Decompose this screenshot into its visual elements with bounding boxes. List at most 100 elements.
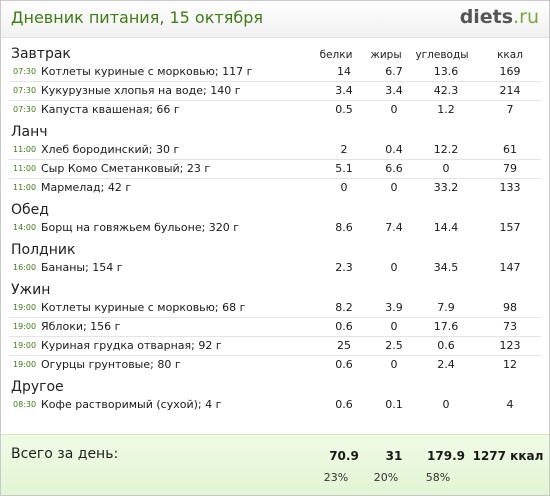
food-carbs: 7.9 [437,301,455,314]
total-kcal: 1277 ккал [472,449,544,463]
food-row[interactable]: 07:30 Капуста квашеная; 66 г 0.5 0 1.2 7 [9,101,541,119]
site-logo[interactable]: diets.ru [460,6,539,28]
food-row[interactable]: 11:00 Сыр Комо Сметанковый; 23 г 5.1 6.6 0 79 [9,160,541,179]
meal-time: 11:00 [13,164,37,173]
food-carbs: 0 [442,162,450,175]
food-fat: 0 [390,103,398,116]
food-name: Яблоки; 156 г [41,320,121,333]
food-protein: 2.3 [335,261,353,274]
food-protein: 0.5 [335,103,353,116]
meal-time: 11:00 [13,183,37,192]
food-name: Хлеб бородинский; 30 г [41,143,180,156]
food-kcal: 4 [506,398,514,411]
food-row[interactable]: 08:30 Кофе растворимый (сухой); 4 г 0.6 0.1… [9,396,541,414]
food-fat: 7.4 [385,221,403,234]
food-row[interactable]: 11:00 Мармелад; 42 г 0 0 33.2 133 [9,179,541,197]
food-fat: 2.5 [385,339,403,352]
logo-suffix: .ru [513,6,539,28]
food-protein: 0.6 [335,398,353,411]
food-row[interactable]: 11:00 Хлеб бородинский; 30 г 2 0.4 12.2 61 [9,141,541,160]
protein-percent: 23% [323,471,349,484]
meal-time: 14:00 [13,223,37,232]
food-row[interactable]: 19:00 Огурцы грунтовые; 80 г 0.6 0 2.4 12 [9,356,541,374]
food-carbs: 0 [442,398,450,411]
page-title: Дневник питания, 15 октября [11,8,263,27]
food-name: Борщ на говяжьем бульоне; 320 г [41,221,240,234]
food-kcal: 147 [499,261,521,274]
column-header-carbs: углеводы [415,49,469,61]
food-name: Куриная грудка отварная; 92 г [41,339,222,352]
meal-section: Завтрак 07:30 Котлеты куриные с морковью; … [1,41,549,119]
column-header-kcal: ккал [497,49,523,61]
meal-section: Другое 08:30 Кофе растворимый (сухой); 4 г… [1,374,549,414]
food-protein: 5.1 [335,162,353,175]
food-name: Кукурузные хлопья на воде; 140 г [41,84,241,97]
food-kcal: 73 [503,320,517,333]
meal-items: 16:00 Бананы; 154 г 2.3 0 34.5 147 [1,259,549,277]
food-name: Кофе растворимый (сухой); 4 г [41,398,222,411]
totals-label: Всего за день: [11,446,119,462]
meal-section: Ланч 11:00 Хлеб бородинский; 30 г 2 0.4 12.2 6… [1,119,549,197]
food-protein: 8.2 [335,301,353,314]
food-row[interactable]: 19:00 Яблоки; 156 г 0.6 0 17.6 73 [9,318,541,337]
meal-items: 07:30 Котлеты куриные с морковью; 117 г 14… [1,63,549,119]
meal-title: Полдник [11,242,76,258]
food-kcal: 61 [503,143,517,156]
food-row[interactable]: 07:30 Кукурузные хлопья на воде; 140 г 3.4… [9,82,541,101]
food-row[interactable]: 07:30 Котлеты куриные с морковью; 117 г 14… [9,63,541,82]
food-carbs: 1.2 [437,103,455,116]
food-kcal: 123 [499,339,521,352]
column-header-fat: жиры [370,49,402,61]
column-header-protein: белки [319,49,353,61]
meal-title: Другое [11,379,64,395]
food-kcal: 169 [499,65,521,78]
day-totals: Всего за день: 70.9 31 179.9 1277 ккал 2… [1,434,549,495]
meal-time: 19:00 [13,322,37,331]
food-carbs: 34.5 [433,261,459,274]
food-carbs: 42.3 [433,84,459,97]
meal-section: Обед 14:00 Борщ на говяжьем бульоне; 320 г… [1,197,549,237]
food-name: Мармелад; 42 г [41,181,132,194]
meal-title: Обед [11,202,49,218]
food-name: Бананы; 154 г [41,261,123,274]
meal-sections: Завтрак 07:30 Котлеты куриные с морковью; … [1,39,549,414]
total-protein: 70.9 [329,449,359,463]
meal-title: Ужин [11,282,51,298]
food-fat: 6.7 [385,65,403,78]
total-fat: 31 [385,449,403,463]
food-protein: 14 [337,65,351,78]
food-kcal: 12 [503,358,517,371]
carbs-percent: 58% [425,471,451,484]
meal-time: 19:00 [13,360,37,369]
food-row[interactable]: 19:00 Котлеты куриные с морковью; 68 г 8.2… [9,299,541,318]
meal-time: 11:00 [13,145,37,154]
food-row[interactable]: 14:00 Борщ на говяжьем бульоне; 320 г 8.6 7… [9,219,541,237]
food-protein: 0 [340,181,348,194]
food-protein: 0.6 [335,320,353,333]
food-fat: 3.4 [385,84,403,97]
food-kcal: 79 [503,162,517,175]
food-name: Котлеты куриные с морковью; 68 г [41,301,246,314]
food-name: Огурцы грунтовые; 80 г [41,358,181,371]
food-kcal: 157 [499,221,521,234]
logo-main: diets [459,6,514,28]
meal-time: 19:00 [13,303,37,312]
food-row[interactable]: 16:00 Бананы; 154 г 2.3 0 34.5 147 [9,259,541,277]
meal-time: 08:30 [13,400,37,409]
fat-percent: 20% [373,471,399,484]
food-protein: 25 [337,339,351,352]
meal-title: Ланч [11,124,48,140]
meal-time: 07:30 [13,67,37,76]
food-fat: 6.6 [385,162,403,175]
meal-time: 19:00 [13,341,37,350]
food-row[interactable]: 19:00 Куриная грудка отварная; 92 г 25 2.5 0… [9,337,541,356]
food-name: Сыр Комо Сметанковый; 23 г [41,162,211,175]
meal-title: Завтрак [11,46,71,62]
food-protein: 2 [340,143,348,156]
meal-items: 14:00 Борщ на говяжьем бульоне; 320 г 8.6 7… [1,219,549,237]
food-name: Капуста квашеная; 66 г [41,103,180,116]
food-kcal: 133 [499,181,521,194]
food-carbs: 12.2 [433,143,459,156]
food-carbs: 13.6 [433,65,459,78]
